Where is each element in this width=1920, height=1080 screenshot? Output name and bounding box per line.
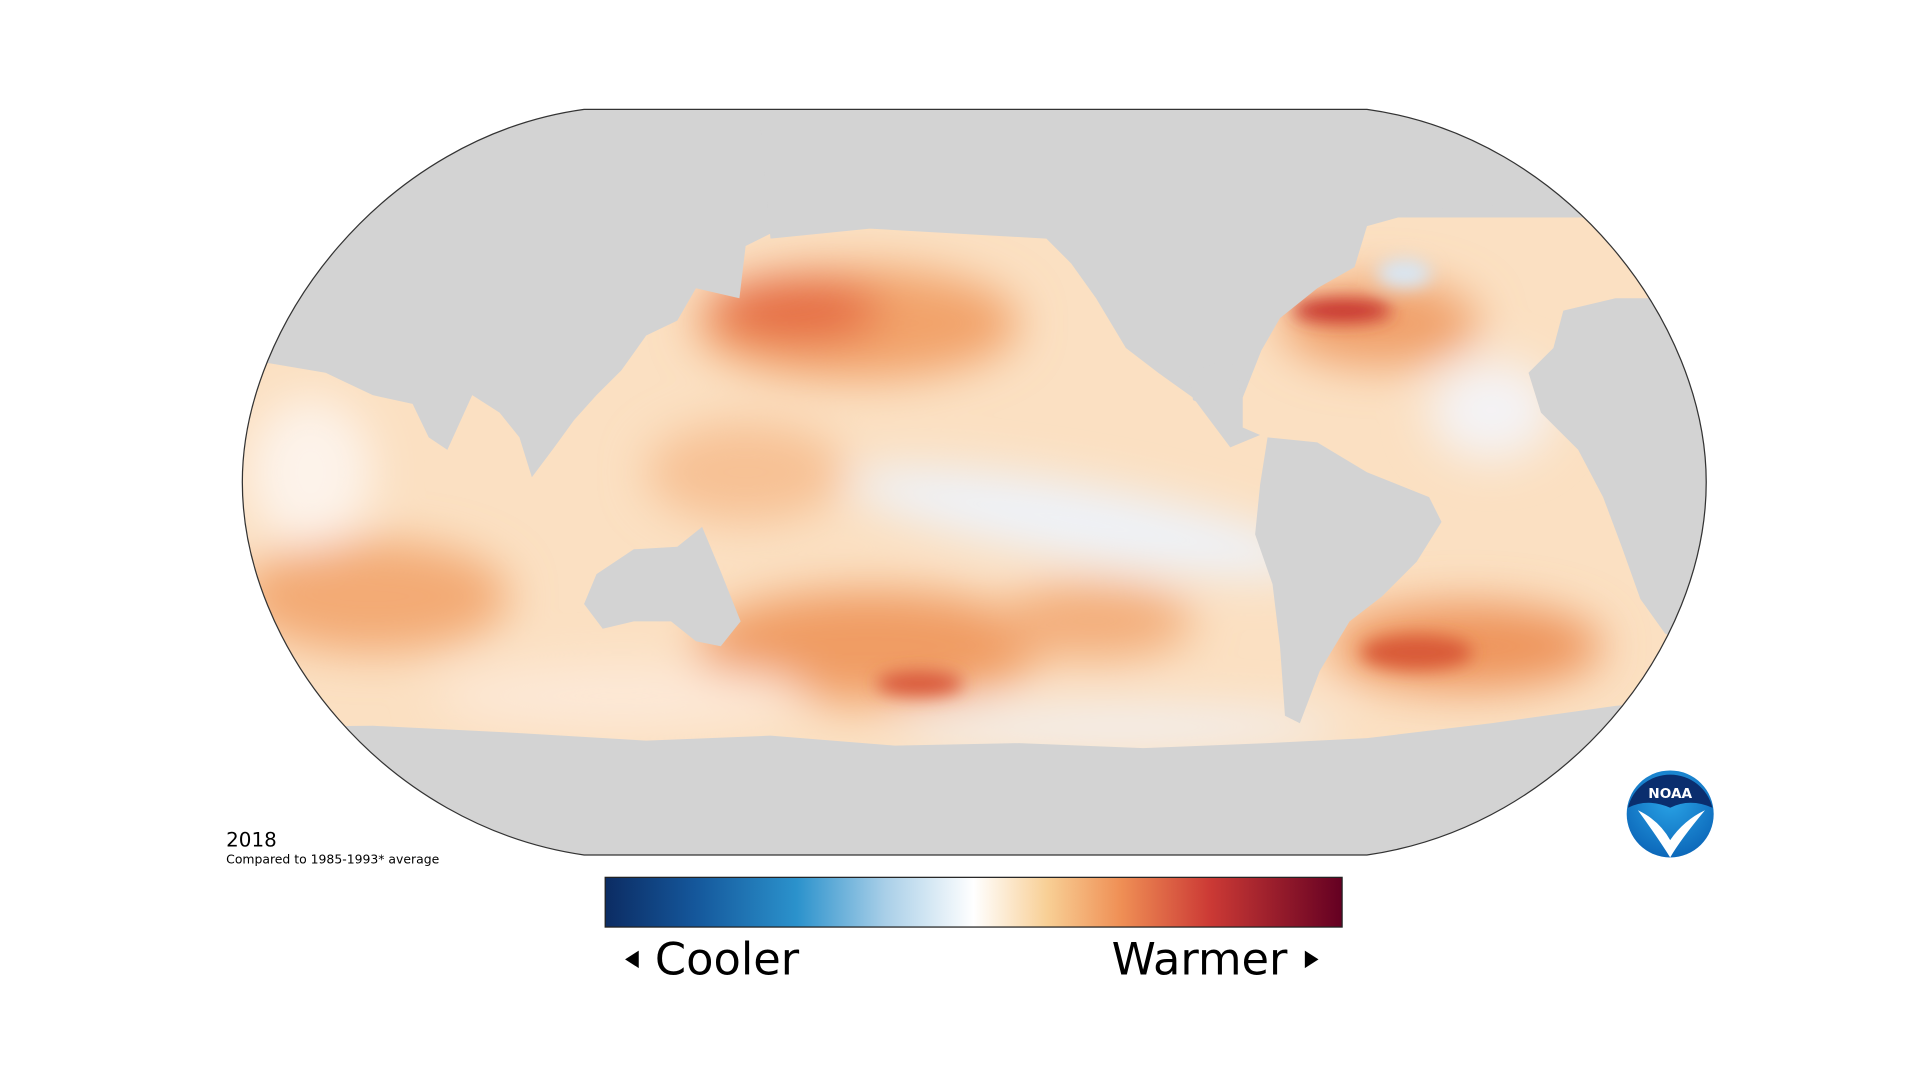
- caption: Compared to 1985-1993* average: [226, 852, 439, 867]
- globe: [242, 109, 1707, 855]
- legend-low: Cooler: [655, 932, 800, 985]
- land: [242, 109, 1707, 855]
- noaa-logo: NOAA: [1626, 770, 1714, 858]
- globe-outline: [241, 108, 1707, 856]
- map-layer: 2018 Compared to 1985-1993* average Cool…: [226, 108, 1714, 985]
- logo-text: NOAA: [1648, 786, 1692, 802]
- right-arrow: [1304, 950, 1319, 969]
- color-bar: [604, 876, 1343, 928]
- year-label: 2018: [226, 828, 277, 851]
- legend-high: Warmer: [1112, 932, 1288, 985]
- left-arrow: [625, 950, 639, 969]
